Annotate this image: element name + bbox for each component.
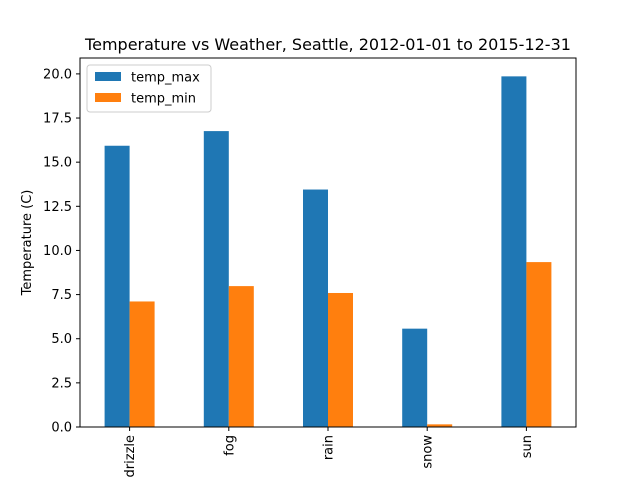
chart-title: Temperature vs Weather, Seattle, 2012-01…: [84, 35, 571, 54]
x-tick-label-sun: sun: [520, 435, 535, 458]
x-axis: drizzle fog rain snow sun: [123, 427, 535, 477]
y-axis: 0.0 2.5 5.0 7.5 10.0 12.5 15.0 17.5 20.0: [43, 67, 80, 436]
x-tick-label-snow: snow: [421, 435, 436, 469]
y-tick-label: 17.5: [43, 112, 72, 127]
bars-layer: [104, 76, 552, 427]
bar-temp_min-fog: [228, 286, 254, 427]
bar-temp_max-snow: [402, 328, 428, 427]
x-tick-label-rain: rain: [322, 435, 337, 460]
x-tick-label-fog: fog: [222, 435, 237, 456]
legend-swatch-temp_max: [95, 72, 121, 81]
y-tick-label: 5.0: [51, 332, 72, 347]
y-tick-label: 10.0: [43, 244, 72, 259]
legend-label-temp_max: temp_max: [131, 71, 200, 86]
bar-temp_max-rain: [303, 189, 328, 427]
bar-temp_max-drizzle: [104, 145, 130, 427]
bar-temp_min-rain: [328, 292, 353, 427]
y-tick-label: 7.5: [51, 288, 72, 303]
bar-temp_min-snow: [427, 424, 453, 427]
bar-temp_min-drizzle: [129, 301, 155, 427]
bar-temp_min-sun: [526, 262, 552, 427]
x-tick-label-drizzle: drizzle: [123, 435, 138, 477]
y-tick-label: 20.0: [43, 67, 72, 82]
y-tick-label: 15.0: [43, 156, 72, 171]
legend-swatch-temp_min: [95, 93, 121, 102]
y-axis-title: Temperature (C): [20, 190, 35, 297]
legend-label-temp_min: temp_min: [131, 92, 196, 107]
legend: temp_max temp_min: [86, 64, 212, 113]
bar-temp_max-sun: [501, 76, 527, 427]
y-tick-label: 12.5: [43, 200, 72, 215]
bar-temp_max-fog: [203, 131, 229, 427]
y-tick-label: 2.5: [51, 376, 72, 391]
y-tick-label: 0.0: [51, 421, 72, 436]
